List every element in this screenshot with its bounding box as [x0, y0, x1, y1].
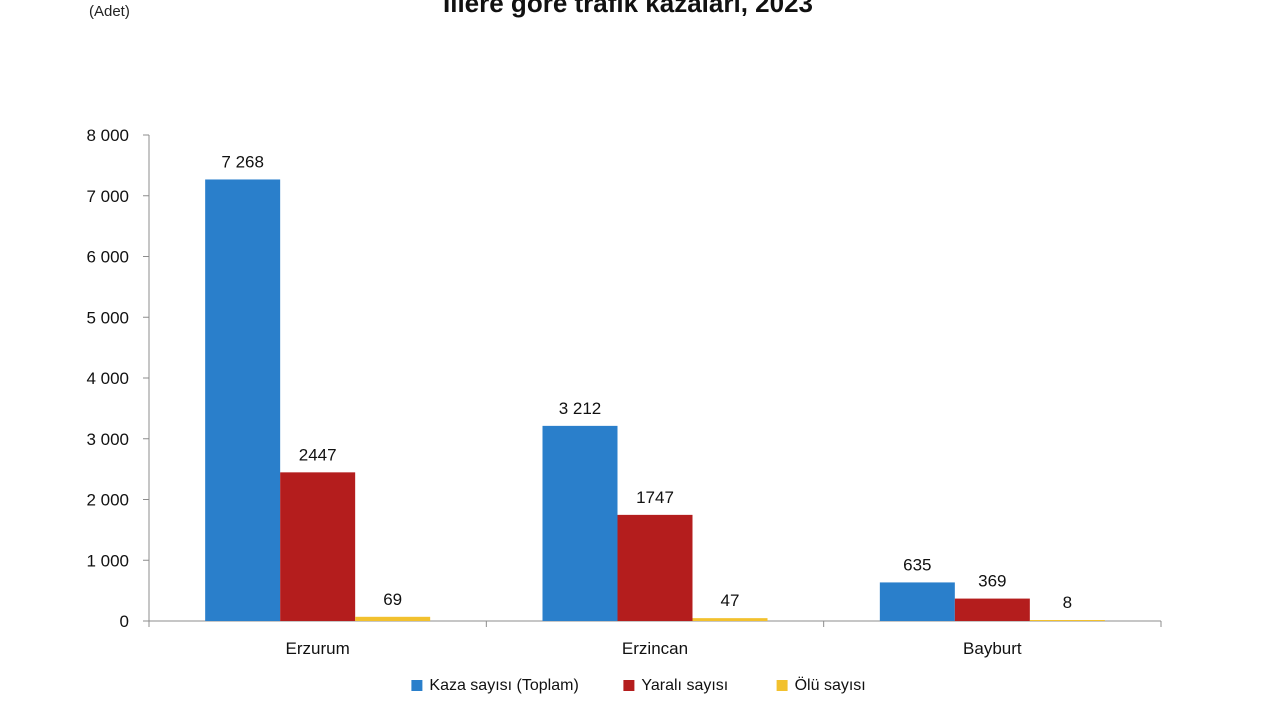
unit-label: (Adet) [89, 3, 130, 20]
legend: Kaza sayısı (Toplam) Yaralı sayısı Ölü say… [411, 676, 866, 694]
y-tick-label: 7 000 [86, 187, 129, 206]
y-tick-label: 8 000 [86, 126, 129, 145]
bar--l-say-s--erzurum [355, 616, 431, 621]
legend-swatch [776, 680, 788, 691]
x-tick-label: Erzincan [622, 639, 688, 658]
x-tick-label: Erzurum [286, 639, 350, 658]
legend-swatch [411, 680, 423, 691]
y-tick-label: 0 [120, 612, 129, 631]
bars: 7 268 2447 69 3 212 1747 47 635 369 8 [205, 152, 1105, 621]
data-label: 635 [903, 555, 931, 574]
legend-swatch [623, 680, 635, 691]
legend-label: Kaza sayısı (Toplam) [429, 677, 578, 694]
y-tick-label: 6 000 [86, 248, 129, 267]
data-label: 369 [978, 572, 1006, 591]
bar--l-say-s--bayburt [1029, 620, 1105, 621]
bar--l-say-s--erzincan [692, 618, 768, 621]
y-tick-label: 1 000 [86, 551, 129, 570]
bar-kaza-say-s-toplam--bayburt [879, 582, 955, 621]
data-label: 69 [383, 590, 402, 609]
bar-yaral-say-s--erzincan [617, 514, 693, 621]
bar-yaral-say-s--erzurum [280, 472, 356, 621]
y-tick-label: 3 000 [86, 430, 129, 449]
bar-yaral-say-s--bayburt [954, 598, 1030, 621]
x-tick-label: Bayburt [963, 639, 1022, 658]
data-label: 8 [1063, 593, 1072, 612]
y-tick-label: 4 000 [86, 369, 129, 388]
axes: 0 1 000 2 000 3 000 4 000 5 000 6 000 7 000 8 00… [86, 126, 1162, 658]
data-label: 7 268 [221, 152, 264, 171]
bar-kaza-say-s-toplam--erzurum [205, 179, 281, 621]
legend-label: Ölü sayısı [795, 676, 866, 694]
data-label: 47 [721, 591, 740, 610]
y-tick-label: 2 000 [86, 491, 129, 510]
legend-label: Yaralı sayısı [641, 677, 728, 694]
data-label: 1747 [636, 488, 674, 507]
chart-title: İllere göre trafik kazaları, 2023 [443, 0, 813, 18]
data-label: 2447 [299, 445, 337, 464]
bar-kaza-say-s-toplam--erzincan [542, 425, 618, 621]
data-label: 3 212 [559, 399, 602, 418]
y-tick-label: 5 000 [86, 308, 129, 327]
